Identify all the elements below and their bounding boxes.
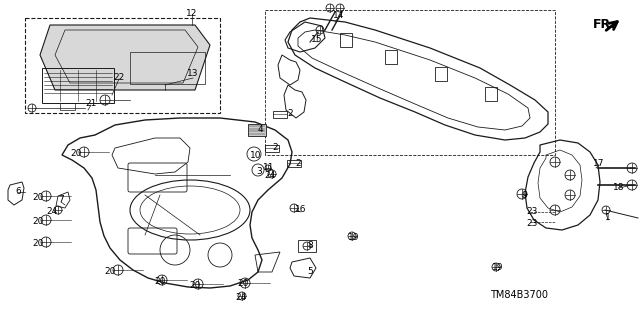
Text: 20: 20 bbox=[189, 280, 201, 290]
Text: 2: 2 bbox=[272, 144, 278, 152]
Bar bbox=[248, 124, 266, 136]
Text: 24: 24 bbox=[236, 293, 246, 301]
Text: 14: 14 bbox=[333, 11, 345, 19]
Text: 24: 24 bbox=[264, 170, 276, 180]
Text: 13: 13 bbox=[188, 69, 199, 78]
Bar bbox=[385, 50, 397, 64]
Bar bbox=[130, 52, 205, 84]
Text: 3: 3 bbox=[256, 167, 262, 175]
Text: 7: 7 bbox=[58, 196, 64, 204]
Text: 10: 10 bbox=[250, 151, 262, 160]
Bar bbox=[298, 240, 316, 252]
Text: 19: 19 bbox=[348, 233, 360, 241]
Bar bbox=[340, 33, 352, 47]
Bar bbox=[287, 160, 301, 167]
Text: 20: 20 bbox=[32, 194, 44, 203]
Text: 24: 24 bbox=[46, 206, 58, 216]
Text: 17: 17 bbox=[593, 159, 605, 167]
Text: 12: 12 bbox=[186, 10, 198, 19]
Text: 2: 2 bbox=[295, 160, 301, 168]
Text: 21: 21 bbox=[85, 99, 97, 108]
Text: 20: 20 bbox=[104, 266, 116, 276]
Text: 1: 1 bbox=[605, 213, 611, 222]
Text: 20: 20 bbox=[154, 277, 166, 286]
Bar bbox=[25, 18, 220, 113]
Text: 19: 19 bbox=[492, 263, 504, 272]
Text: 20: 20 bbox=[70, 149, 82, 158]
Text: 18: 18 bbox=[613, 182, 625, 191]
Text: 6: 6 bbox=[15, 188, 21, 197]
Text: 23: 23 bbox=[526, 206, 538, 216]
Text: 9: 9 bbox=[521, 190, 527, 199]
Bar bbox=[60, 103, 75, 110]
Text: 20: 20 bbox=[32, 239, 44, 248]
Text: 11: 11 bbox=[263, 164, 275, 173]
Text: 23: 23 bbox=[526, 219, 538, 227]
Text: 5: 5 bbox=[307, 268, 313, 277]
Text: 16: 16 bbox=[295, 205, 307, 214]
Text: 15: 15 bbox=[311, 35, 323, 44]
Bar bbox=[265, 145, 279, 152]
Bar bbox=[273, 110, 287, 117]
Text: 8: 8 bbox=[307, 241, 313, 249]
Text: TM84B3700: TM84B3700 bbox=[490, 290, 548, 300]
Text: FR.: FR. bbox=[593, 19, 616, 32]
Text: 22: 22 bbox=[113, 72, 125, 81]
Text: 20: 20 bbox=[237, 279, 249, 288]
Bar bbox=[42, 68, 114, 103]
Text: 20: 20 bbox=[32, 218, 44, 226]
Bar bbox=[485, 87, 497, 101]
Text: 2: 2 bbox=[287, 109, 293, 118]
Text: 4: 4 bbox=[257, 124, 263, 133]
Bar bbox=[435, 67, 447, 81]
Polygon shape bbox=[40, 25, 210, 90]
